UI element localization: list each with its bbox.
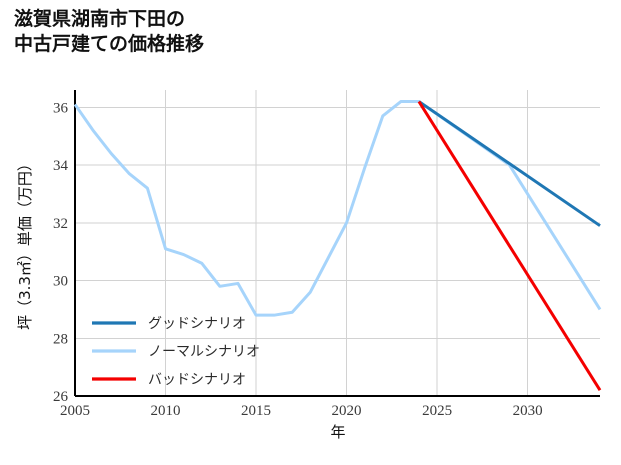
y-tick-label: 26 <box>53 389 69 405</box>
series-line <box>73 100 602 317</box>
chart-title: 滋賀県湖南市下田の 中古戸建ての価格推移 <box>14 8 204 57</box>
x-axis-tick-labels: 2005 2010 2015 2020 2025 2030 <box>60 403 543 419</box>
axis-spines <box>73 90 600 398</box>
data-series <box>73 100 602 392</box>
legend-label: グッドシナリオ <box>148 316 246 332</box>
gridlines <box>75 90 600 397</box>
series-line <box>418 100 601 227</box>
y-tick-label: 30 <box>53 274 68 290</box>
legend-label: ノーマルシナリオ <box>148 344 260 360</box>
x-tick-label: 2025 <box>422 403 452 419</box>
y-tick-label: 32 <box>53 216 68 232</box>
y-axis-tick-labels: 26 28 30 32 34 36 <box>53 100 69 405</box>
x-tick-label: 2005 <box>60 403 90 419</box>
x-tick-label: 2030 <box>513 403 543 419</box>
y-axis-title: 坪（3.3㎡）単価（万円） <box>16 156 34 330</box>
chart-title-line-2: 中古戸建ての価格推移 <box>14 33 205 55</box>
y-tick-label: 36 <box>53 100 69 116</box>
x-axis-title: 年 <box>330 423 345 441</box>
legend-label: バッドシナリオ <box>148 372 246 388</box>
y-tick-label: 34 <box>53 158 69 174</box>
x-tick-label: 2020 <box>332 403 362 419</box>
chart-title-line-1: 滋賀県湖南市下田の <box>14 9 186 30</box>
series-line <box>417 100 602 392</box>
x-tick-label: 2015 <box>241 403 271 419</box>
x-tick-label: 2010 <box>151 403 181 419</box>
y-tick-label: 28 <box>53 331 68 347</box>
